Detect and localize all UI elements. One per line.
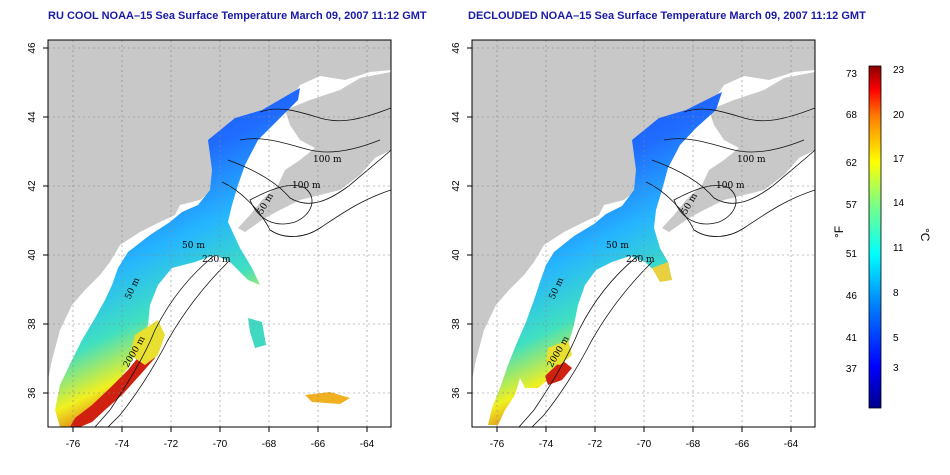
- lat-tick-label: 36: [27, 387, 38, 399]
- celsius-ticks: 23 20 17 14 11 8 5 3: [893, 65, 905, 374]
- land-mass: [48, 40, 391, 380]
- right-map-title: DECLOUDED NOAA–15 Sea Surface Temperatur…: [468, 10, 866, 22]
- left-axis-ticks: [43, 47, 368, 432]
- contour-label: 100 m: [737, 155, 766, 165]
- graticule: [48, 40, 391, 427]
- celsius-tick-label: 17: [893, 154, 905, 165]
- lon-tick-label: -76: [66, 439, 81, 450]
- celsius-tick-label: 11: [893, 243, 904, 254]
- fahrenheit-tick-label: 68: [846, 110, 858, 121]
- sst-eddy: [248, 318, 266, 348]
- lon-tick-label: -70: [637, 439, 652, 450]
- contour-label: 50 m: [606, 241, 629, 251]
- lat-tick-label: 42: [451, 180, 462, 192]
- celsius-tick-label: 23: [893, 65, 905, 76]
- sst-warm-band: [545, 360, 572, 385]
- lat-tick-label: 40: [27, 249, 38, 261]
- lon-tick-label: -66: [311, 439, 326, 450]
- celsius-tick-label: 20: [893, 110, 905, 121]
- lon-tick-label: -68: [262, 439, 277, 450]
- contour-label: 230 m: [202, 255, 231, 265]
- land-nova-scotia: [238, 72, 391, 232]
- fahrenheit-tick-label: 62: [846, 158, 858, 169]
- sst-coverage: [55, 88, 300, 427]
- contour-label: 100 m: [292, 181, 321, 191]
- lon-tick-label: -72: [164, 439, 179, 450]
- celsius-unit-label: °C: [918, 228, 932, 242]
- land-nova-scotia: [662, 72, 815, 232]
- land-mass: [472, 40, 815, 380]
- sst-warm-band: [70, 345, 155, 427]
- lat-tick-label: 38: [451, 318, 462, 330]
- lat-tick-label: 44: [451, 111, 462, 123]
- contour-label: 230 m: [626, 255, 655, 265]
- lon-tick-label: -64: [360, 439, 375, 450]
- temperature-colorbar: 73 68 62 57 51 46 41 37 23 20 17 14 11 8…: [832, 65, 932, 409]
- lat-tick-label: 40: [451, 249, 462, 261]
- fahrenheit-unit-label: °F: [832, 226, 846, 238]
- lon-tick-label: -76: [490, 439, 505, 450]
- lon-tick-label: -70: [213, 439, 228, 450]
- fahrenheit-ticks: 73 68 62 57 51 46 41 37: [846, 69, 858, 375]
- right-lat-labels: 46 44 42 40 38 36: [451, 42, 462, 399]
- sst-warm-patch: [652, 262, 672, 282]
- lat-tick-label: 42: [27, 180, 38, 192]
- right-map-panel: 100 m 100 m 50 m 50 m 230 m 50 m 2000 m …: [451, 39, 816, 450]
- lon-tick-label: -64: [784, 439, 799, 450]
- fahrenheit-tick-label: 46: [846, 291, 858, 302]
- graticule: [472, 40, 815, 427]
- lat-tick-label: 36: [451, 387, 462, 399]
- fahrenheit-tick-label: 57: [846, 200, 858, 211]
- sst-yellow-patch: [130, 320, 165, 365]
- sst-coverage: [488, 92, 722, 425]
- left-lon-labels: -76 -74 -72 -70 -68 -66 -64: [66, 439, 375, 450]
- colorbar-gradient: [868, 65, 882, 409]
- celsius-tick-label: 3: [893, 363, 899, 374]
- celsius-tick-label: 5: [893, 333, 899, 344]
- left-lat-labels: 46 44 42 40 38 36: [27, 42, 38, 399]
- fahrenheit-tick-label: 41: [846, 333, 858, 344]
- lon-tick-label: -66: [735, 439, 750, 450]
- left-map-title: RU COOL NOAA–15 Sea Surface Temperature …: [48, 10, 427, 22]
- lat-tick-label: 38: [27, 318, 38, 330]
- celsius-tick-label: 8: [893, 288, 899, 299]
- sst-streak: [305, 392, 350, 404]
- fahrenheit-tick-label: 51: [846, 249, 858, 260]
- lat-tick-label: 46: [451, 42, 462, 54]
- lon-tick-label: -72: [588, 439, 603, 450]
- right-axis-ticks: [467, 47, 792, 432]
- lon-tick-label: -74: [539, 439, 554, 450]
- lon-tick-label: -74: [115, 439, 130, 450]
- contour-label: 100 m: [716, 181, 745, 191]
- fahrenheit-tick-label: 73: [846, 69, 858, 80]
- lat-tick-label: 46: [27, 42, 38, 54]
- lat-tick-label: 44: [27, 111, 38, 123]
- right-lon-labels: -76 -74 -72 -70 -68 -66 -64: [490, 439, 799, 450]
- lon-tick-label: -68: [686, 439, 701, 450]
- contour-label: 100 m: [313, 155, 342, 165]
- fahrenheit-tick-label: 37: [846, 364, 858, 375]
- depth-contours: [518, 107, 815, 427]
- left-map-panel: 100 m 100 m 50 m 50 m 230 m 50 m 2000 m …: [27, 39, 392, 450]
- celsius-tick-label: 14: [893, 198, 905, 209]
- contour-label: 50 m: [182, 241, 205, 251]
